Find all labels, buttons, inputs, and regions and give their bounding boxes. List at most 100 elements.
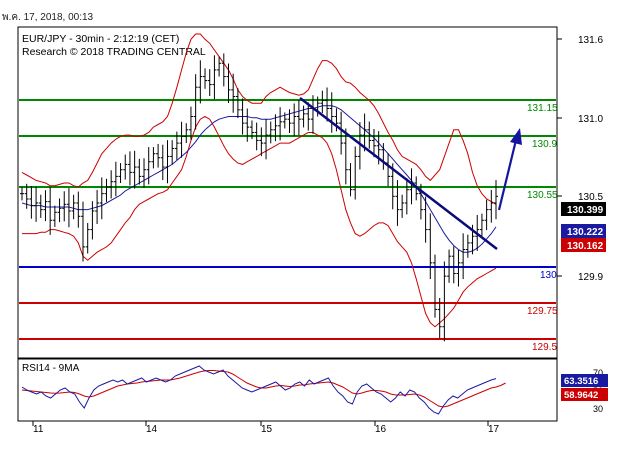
level-label: 131.15 xyxy=(527,103,558,114)
price-bar xyxy=(142,158,147,188)
price-bar xyxy=(278,107,283,141)
level-lines xyxy=(19,99,556,340)
price-bar xyxy=(217,56,222,77)
ma-price-tag: 130.222 xyxy=(567,227,604,238)
price-bar xyxy=(76,191,81,228)
price-bar xyxy=(282,112,287,129)
price-bar xyxy=(174,131,179,160)
price-bar xyxy=(66,188,71,228)
price-bar xyxy=(259,127,264,157)
price-bar xyxy=(442,261,447,342)
price-bar xyxy=(193,74,198,130)
chart-title: EUR/JPY - 30min - 2:12:19 (CET) xyxy=(22,33,179,45)
price-bar xyxy=(20,187,24,201)
price-bar xyxy=(99,177,104,220)
trendline xyxy=(299,97,498,250)
price-bar xyxy=(151,147,156,169)
price-bar xyxy=(254,122,259,151)
price-bar xyxy=(132,150,137,189)
price-bar xyxy=(34,186,39,222)
price-bar xyxy=(343,128,348,185)
price-bar xyxy=(367,121,372,149)
rsi-lines xyxy=(21,365,506,415)
price-bar xyxy=(461,233,466,280)
price-bar xyxy=(456,249,461,287)
forecast-arrow xyxy=(497,128,522,211)
price-bar xyxy=(165,140,170,184)
price-bar xyxy=(127,151,132,186)
level-labels: 131.15 130.9 130.55 130 129.75 129.5 xyxy=(527,103,558,353)
price-tick-label: 131.0 xyxy=(578,114,603,125)
price-bar xyxy=(479,213,484,237)
price-bar xyxy=(188,106,193,140)
price-bar xyxy=(432,254,437,318)
price-bar xyxy=(484,199,489,231)
price-tick-label: 129.9 xyxy=(578,272,603,283)
price-tags: 130.399 130.222 130.162 xyxy=(561,202,606,252)
rsi-ma-line xyxy=(21,370,506,408)
price-bar xyxy=(264,118,269,160)
price-bar xyxy=(170,140,175,165)
price-bar xyxy=(104,178,109,202)
rsi-line xyxy=(21,365,497,415)
price-bar xyxy=(221,53,226,87)
price-bar xyxy=(348,163,353,197)
price-bar xyxy=(146,147,151,185)
price-bar xyxy=(240,98,245,135)
rsi-panel xyxy=(17,358,558,422)
price-bar xyxy=(95,189,100,225)
price-bar xyxy=(52,205,57,227)
price-bars xyxy=(20,53,498,342)
price-bar xyxy=(329,92,334,133)
price-bar xyxy=(451,246,456,284)
price-bar xyxy=(203,68,208,89)
price-bar xyxy=(160,144,165,181)
price-bar xyxy=(90,201,95,240)
price-bar xyxy=(118,163,123,184)
price-bar xyxy=(235,88,240,119)
rsi-ma-tag: 58.9642 xyxy=(564,390,598,401)
price-bar xyxy=(292,103,297,137)
price-bar xyxy=(29,185,34,219)
price-bar xyxy=(465,234,470,258)
price-bar xyxy=(212,55,217,100)
price-bar xyxy=(371,128,376,158)
price-bar xyxy=(306,102,311,131)
price-bar xyxy=(226,63,231,103)
price-axis: 131.6 131.0 130.5 129.9 xyxy=(557,35,603,283)
price-bar xyxy=(249,120,254,140)
chart-source: Research © 2018 TRADING CENTRAL xyxy=(22,46,206,58)
price-bar xyxy=(109,170,114,199)
price-panel xyxy=(17,26,558,359)
price-tick-label: 130.5 xyxy=(578,192,603,203)
price-bar xyxy=(123,154,128,180)
price-bar xyxy=(428,213,433,280)
level-label: 129.75 xyxy=(527,306,558,317)
price-bar xyxy=(184,123,189,144)
price-bar xyxy=(353,146,358,200)
rsi-axis: 70 50 30 63.3516 58.9642 xyxy=(561,368,608,414)
date-tick-label: 14 xyxy=(146,424,158,435)
price-bar xyxy=(423,196,428,243)
price-bar xyxy=(245,108,250,142)
price-bar xyxy=(179,121,184,158)
level-label: 130 xyxy=(540,270,557,281)
price-bar xyxy=(437,297,442,339)
price-bar xyxy=(62,191,67,222)
price-bar xyxy=(57,198,62,223)
price-tick-label: 131.6 xyxy=(578,35,603,46)
price-bar xyxy=(390,163,395,210)
price-bar xyxy=(447,249,452,283)
price-bar xyxy=(113,161,118,197)
price-bar xyxy=(301,105,306,128)
level-label: 130.9 xyxy=(532,139,557,150)
date-tick-label: 17 xyxy=(488,424,500,435)
price-bar xyxy=(207,69,212,96)
price-bar xyxy=(404,178,409,215)
date-axis: 11 14 15 16 17 xyxy=(32,421,500,435)
price-bar xyxy=(38,194,43,218)
rsi-tick-label: 30 xyxy=(593,404,603,414)
level-label: 129.5 xyxy=(532,342,557,353)
date-tick-label: 11 xyxy=(33,424,44,435)
